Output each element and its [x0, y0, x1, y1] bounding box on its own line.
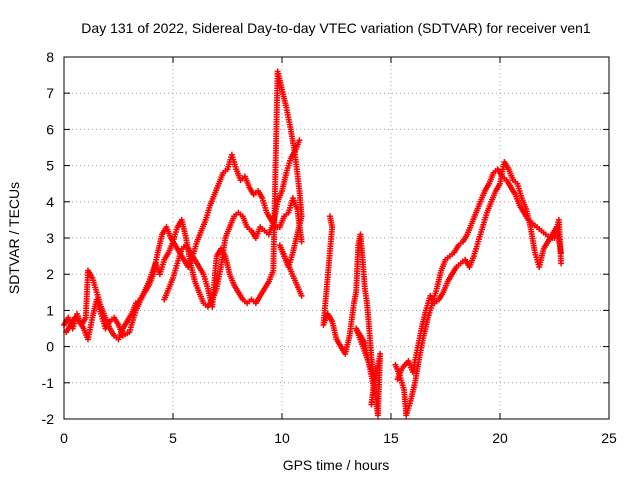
- y-tick-label: 3: [46, 230, 54, 246]
- y-tick-label: 7: [46, 85, 54, 101]
- data-point: [558, 260, 565, 267]
- x-tick-label: 0: [60, 430, 68, 446]
- data-marks: [61, 68, 565, 419]
- series-track-c: [161, 68, 305, 310]
- y-tick-label: 1: [46, 302, 54, 318]
- axis-ticks: [63, 56, 610, 420]
- y-tick-labels: -2 -1 0 1 2 3 4 5 6 7 8: [42, 49, 55, 427]
- y-tick-label: 6: [46, 121, 54, 137]
- y-tick-label: 5: [46, 158, 54, 174]
- data-point: [558, 249, 565, 256]
- y-axis-label: SDTVAR / TECUs: [6, 182, 22, 294]
- y-tick-label: -2: [42, 411, 55, 427]
- y-tick-label: 4: [46, 194, 54, 210]
- x-axis-label: GPS time / hours: [283, 457, 390, 473]
- data-point: [296, 137, 303, 144]
- x-tick-label: 10: [274, 430, 290, 446]
- x-tick-label: 15: [383, 430, 399, 446]
- data-point: [372, 365, 379, 372]
- x-tick-label: 5: [169, 430, 177, 446]
- y-tick-label: 0: [46, 339, 54, 355]
- y-tick-label: 2: [46, 266, 54, 282]
- series-track-e: [392, 166, 565, 419]
- y-tick-label: -1: [42, 375, 55, 391]
- y-tick-label: 8: [46, 49, 54, 65]
- x-tick-label: 25: [601, 430, 617, 446]
- series-track-f: [394, 158, 565, 383]
- data-point: [298, 238, 305, 245]
- series-track-b: [63, 137, 303, 343]
- chart-title: Day 131 of 2022, Sidereal Day-to-day VTE…: [81, 20, 591, 36]
- x-tick-label: 20: [492, 430, 508, 446]
- series-track-d: [320, 213, 384, 419]
- data-point: [298, 292, 305, 299]
- grid: [64, 57, 609, 419]
- x-tick-labels: 0 5 10 15 20 25: [60, 430, 617, 446]
